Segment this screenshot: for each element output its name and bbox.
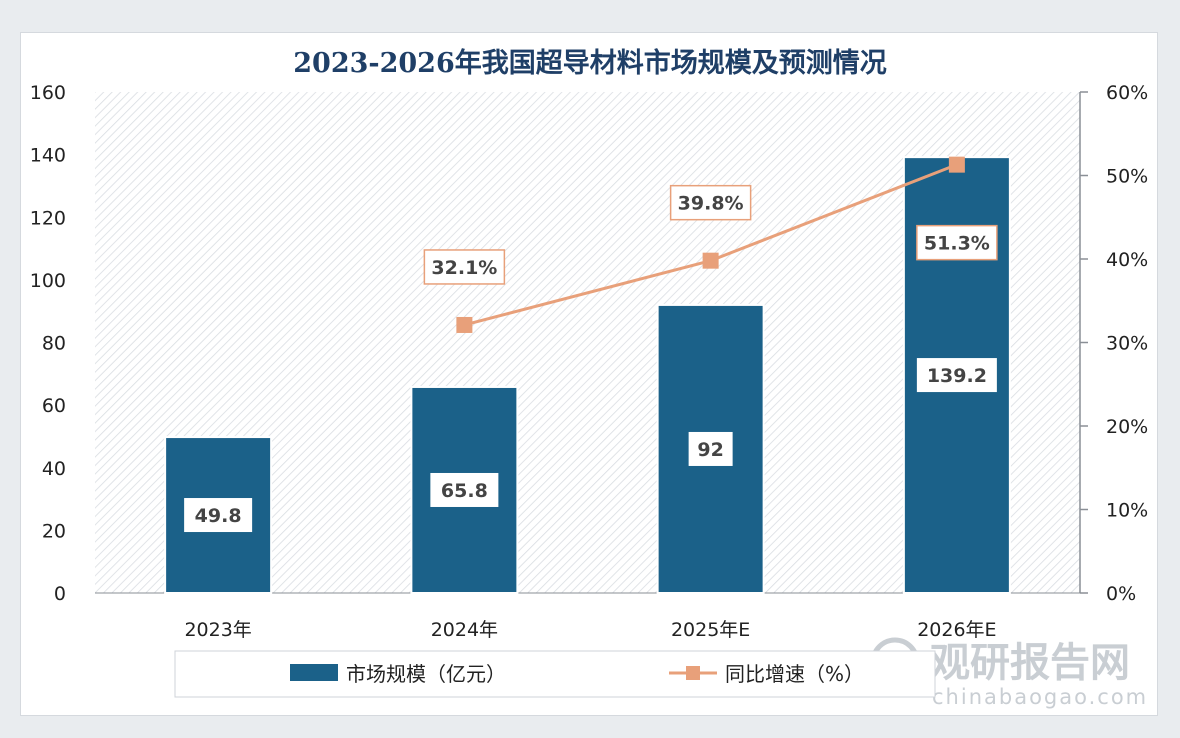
line-point: [702, 252, 719, 269]
line-point: [948, 156, 965, 173]
line-label: 51.3%: [924, 233, 990, 255]
left-tick-label: 160: [30, 82, 66, 104]
right-tick-label: 30%: [1106, 333, 1148, 355]
left-tick-label: 20: [42, 520, 66, 542]
watermark: 观研报告网 chinabaogao.com: [870, 637, 1148, 709]
category-label: 2024年: [431, 619, 498, 641]
watermark-brand: 观研报告网: [930, 640, 1130, 686]
left-tick-label: 60: [42, 395, 66, 417]
bar-label: 65.8: [441, 480, 488, 502]
line-series: 32.1% 39.8% 51.3%: [423, 156, 998, 333]
chart-title: 2023-2026年我国超导材料市场规模及预测情况: [293, 47, 887, 79]
left-tick-label: 100: [30, 270, 66, 292]
right-tick-label: 10%: [1106, 500, 1148, 522]
right-tick-label: 60%: [1106, 82, 1148, 104]
bar-label: 92: [697, 439, 723, 461]
bar-label-box: [430, 472, 499, 507]
legend-bar-label: 市场规模（亿元）: [346, 662, 506, 686]
category-label: 2023年: [184, 619, 251, 641]
bar-label: 49.8: [195, 505, 242, 527]
legend-line-marker: [686, 666, 700, 680]
left-tick-label: 80: [42, 333, 66, 355]
right-tick-label: 50%: [1106, 166, 1148, 188]
right-tick-label: 0%: [1106, 583, 1136, 605]
left-tick-label: 140: [30, 145, 66, 167]
bar-label-box: [688, 431, 733, 466]
line-label: 39.8%: [678, 193, 744, 215]
category-label: 2025年E: [671, 619, 750, 641]
category-axis: 2023年 2024年 2025年E 2026年E: [184, 619, 996, 641]
legend-item-line: 同比增速（%）: [669, 662, 864, 686]
bar-label-box: [916, 358, 997, 393]
bar-label-box: [184, 498, 253, 533]
legend-item-bar: 市场规模（亿元）: [290, 662, 506, 686]
category-label: 2026年E: [917, 619, 996, 641]
left-axis: 0 20 40 60 80 100 120 140 160: [30, 82, 66, 605]
line-label-box: [669, 184, 752, 221]
right-axis: 0% 10% 20% 30% 40% 50% 60%: [95, 82, 1148, 605]
left-tick-label: 120: [30, 207, 66, 229]
bar: [410, 385, 519, 594]
line-label: 32.1%: [431, 257, 497, 279]
bar-label: 139.2: [927, 365, 987, 387]
legend-bar-swatch: [290, 664, 338, 681]
right-tick-label: 20%: [1106, 416, 1148, 438]
left-tick-label: 40: [42, 458, 66, 480]
line-label-box: [423, 249, 506, 285]
legend-line-label: 同比增速（%）: [725, 662, 864, 686]
right-tick-label: 40%: [1106, 249, 1148, 271]
left-tick-label: 0: [54, 583, 66, 605]
line-label-box: [916, 224, 998, 261]
line-point: [456, 316, 473, 333]
watermark-site: chinabaogao.com: [932, 685, 1148, 709]
